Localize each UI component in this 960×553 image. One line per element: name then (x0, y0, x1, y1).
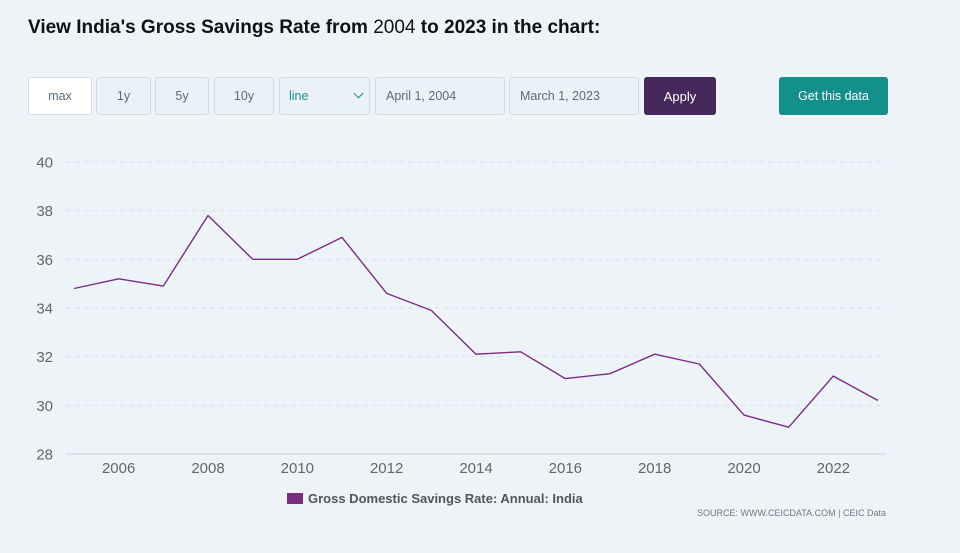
legend-label: Gross Domestic Savings Rate: Annual: Ind… (308, 491, 583, 506)
y-tick-label: 40 (36, 155, 53, 172)
page-heading: View India's Gross Savings Rate from 200… (28, 17, 600, 39)
data-point-2016[interactable] (562, 376, 568, 382)
x-tick-label: 2014 (459, 460, 492, 477)
data-point-2022[interactable] (830, 373, 836, 379)
x-tick-label: 2018 (638, 460, 671, 477)
data-point-2021[interactable] (786, 424, 792, 430)
chart-type-value: line (289, 89, 309, 103)
heading-part-1: View India's Gross Savings Rate from (28, 17, 374, 38)
data-point-2011[interactable] (339, 234, 345, 240)
data-point-2013[interactable] (428, 307, 434, 313)
data-point-2015[interactable] (518, 349, 524, 355)
legend-swatch (287, 493, 303, 504)
y-tick-label: 34 (36, 301, 53, 318)
y-tick-label: 30 (36, 398, 53, 415)
range-5y-button[interactable]: 5y (155, 77, 209, 115)
heading-start-year: 2004 (373, 17, 416, 38)
data-point-2006[interactable] (116, 276, 122, 282)
data-point-2023[interactable] (875, 397, 881, 403)
data-point-2010[interactable] (294, 256, 300, 262)
data-point-2017[interactable] (607, 371, 613, 377)
data-point-2012[interactable] (384, 290, 390, 296)
chart-series (71, 213, 881, 430)
x-tick-label: 2012 (370, 460, 403, 477)
chart-type-select[interactable]: line (279, 77, 370, 115)
x-axis: 2006 2008 2010 2012 2014 2016 2018 2020 2022 (102, 460, 850, 477)
range-10y-button[interactable]: 10y (214, 77, 274, 115)
chart-legend[interactable]: Gross Domestic Savings Rate: Annual: Ind… (287, 491, 583, 506)
data-point-2005[interactable] (71, 286, 77, 292)
chart-grid (66, 161, 886, 455)
end-date-input[interactable]: March 1, 2023 (509, 77, 639, 115)
y-tick-label: 38 (36, 203, 53, 220)
heading-part-2: to 2023 in the chart: (415, 17, 601, 38)
data-point-2009[interactable] (250, 256, 256, 262)
x-tick-label: 2022 (817, 460, 850, 477)
start-date-input[interactable]: April 1, 2004 (375, 77, 505, 115)
get-this-data-button[interactable]: Get this data (779, 77, 888, 115)
y-tick-label: 36 (36, 252, 53, 269)
y-axis: 28 30 32 34 36 38 40 (36, 155, 53, 464)
series-line[interactable] (73, 214, 879, 428)
data-point-2019[interactable] (696, 361, 702, 367)
data-point-2007[interactable] (160, 283, 166, 289)
x-tick-label: 2016 (549, 460, 582, 477)
x-tick-label: 2006 (102, 460, 135, 477)
source-credit: SOURCE: WWW.CEICDATA.COM | CEIC Data (696, 508, 886, 518)
data-point-2020[interactable] (741, 412, 747, 418)
y-tick-label: 28 (36, 447, 53, 464)
range-max-button[interactable]: max (28, 77, 92, 115)
data-point-2018[interactable] (652, 351, 658, 357)
apply-button[interactable]: Apply (644, 77, 716, 115)
data-point-2008[interactable] (205, 213, 211, 219)
data-point-2014[interactable] (473, 351, 479, 357)
x-tick-label: 2020 (727, 460, 760, 477)
x-tick-label: 2010 (281, 460, 314, 477)
range-1y-button[interactable]: 1y (96, 77, 151, 115)
y-tick-label: 32 (36, 349, 53, 366)
x-tick-label: 2008 (191, 460, 224, 477)
